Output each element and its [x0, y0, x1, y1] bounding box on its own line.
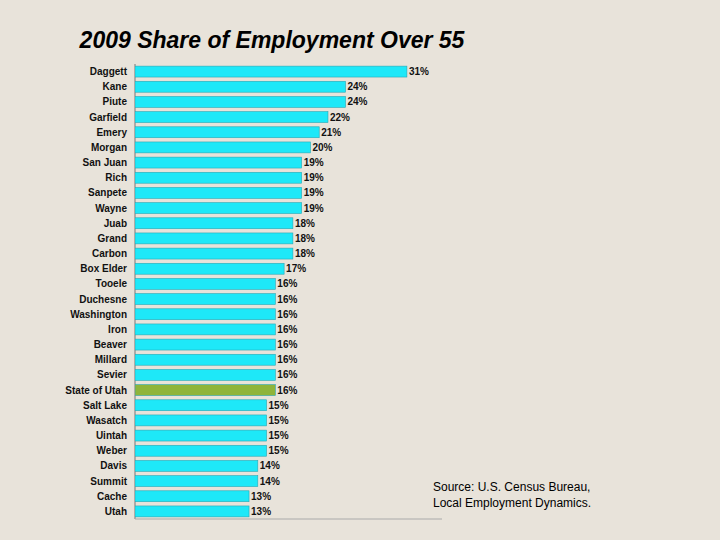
category-label: Daggett	[90, 66, 128, 77]
bar	[135, 203, 302, 214]
chart: 2009 Share of Employment Over 55 Daggett 3…	[0, 0, 720, 540]
category-label: Box Elder	[80, 263, 127, 274]
bar	[135, 400, 267, 411]
category-label: Iron	[108, 324, 127, 335]
title: 2009 Share of Employment Over 55	[79, 27, 466, 53]
category-label: Davis	[100, 460, 127, 471]
data-label: 16%	[277, 294, 297, 305]
source-note: Local Employment Dynamics.	[433, 496, 591, 510]
data-label: 21%	[321, 127, 341, 138]
bar	[135, 187, 302, 198]
category-label: Duchesne	[79, 294, 127, 305]
data-label: 16%	[277, 324, 297, 335]
bar	[135, 476, 258, 487]
bar	[135, 157, 302, 168]
data-label: 24%	[348, 81, 368, 92]
bar	[135, 491, 249, 502]
category-label: Carbon	[92, 248, 127, 259]
data-label: 19%	[304, 157, 324, 168]
data-label: 14%	[260, 460, 280, 471]
bar	[135, 172, 302, 183]
bars	[135, 66, 407, 517]
category-label: Kane	[103, 81, 128, 92]
bar	[135, 263, 284, 274]
source-note: Source: U.S. Census Bureau,	[433, 480, 590, 494]
data-label: 18%	[295, 233, 315, 244]
data-label: 16%	[277, 309, 297, 320]
bar	[135, 385, 275, 396]
bar	[135, 142, 310, 153]
bar	[135, 127, 319, 138]
data-label: 15%	[269, 445, 289, 456]
category-label: Piute	[103, 96, 128, 107]
category-label: State of Utah	[65, 385, 127, 396]
data-label: 24%	[348, 96, 368, 107]
bar	[135, 460, 258, 471]
bar	[135, 415, 267, 426]
bar	[135, 445, 267, 456]
category-label: Tooele	[96, 278, 128, 289]
bar	[135, 278, 275, 289]
category-label: Uintah	[96, 430, 127, 441]
x-axis-line	[135, 519, 442, 520]
bar	[135, 430, 267, 441]
category-label: Wasatch	[86, 415, 127, 426]
bar	[135, 294, 275, 305]
data-label: 15%	[269, 400, 289, 411]
bar	[135, 96, 346, 107]
bar	[135, 309, 275, 320]
data-label: 13%	[251, 491, 271, 502]
data-label: 18%	[295, 248, 315, 259]
bar	[135, 354, 275, 365]
data-label: 16%	[277, 354, 297, 365]
category-label: Weber	[97, 445, 127, 456]
data-label: 22%	[330, 112, 350, 123]
data-label: 15%	[269, 430, 289, 441]
data-label: 18%	[295, 218, 315, 229]
data-label: 16%	[277, 339, 297, 350]
category-label: Summit	[90, 476, 127, 487]
data-label: 19%	[304, 203, 324, 214]
category-label: Juab	[104, 218, 127, 229]
category-label: Salt Lake	[83, 400, 127, 411]
category-label: Sevier	[97, 369, 127, 380]
bar	[135, 369, 275, 380]
category-label: Garfield	[89, 112, 127, 123]
category-label: Utah	[105, 506, 127, 517]
bar	[135, 248, 293, 259]
data-label: 16%	[277, 278, 297, 289]
category-label: Emery	[96, 127, 127, 138]
bar	[135, 324, 275, 335]
bar	[135, 233, 293, 244]
bar	[135, 506, 249, 517]
data-label: 17%	[286, 263, 306, 274]
bar	[135, 218, 293, 229]
bar	[135, 339, 275, 350]
data-label: 31%	[409, 66, 429, 77]
category-label: San Juan	[83, 157, 127, 168]
category-label: Rich	[105, 172, 127, 183]
data-label: 16%	[277, 369, 297, 380]
category-label: Sanpete	[88, 187, 127, 198]
bar	[135, 112, 328, 123]
bar	[135, 66, 407, 77]
category-label: Morgan	[91, 142, 127, 153]
category-label: Beaver	[94, 339, 127, 350]
data-label: 15%	[269, 415, 289, 426]
category-label: Grand	[98, 233, 127, 244]
category-label: Millard	[95, 354, 127, 365]
data-label: 13%	[251, 506, 271, 517]
data-label: 14%	[260, 476, 280, 487]
data-label: 19%	[304, 187, 324, 198]
bar	[135, 81, 346, 92]
category-label: Washington	[70, 309, 127, 320]
data-label: 20%	[312, 142, 332, 153]
data-label: 19%	[304, 172, 324, 183]
category-label: Cache	[97, 491, 127, 502]
category-label: Wayne	[95, 203, 127, 214]
data-label: 16%	[277, 385, 297, 396]
